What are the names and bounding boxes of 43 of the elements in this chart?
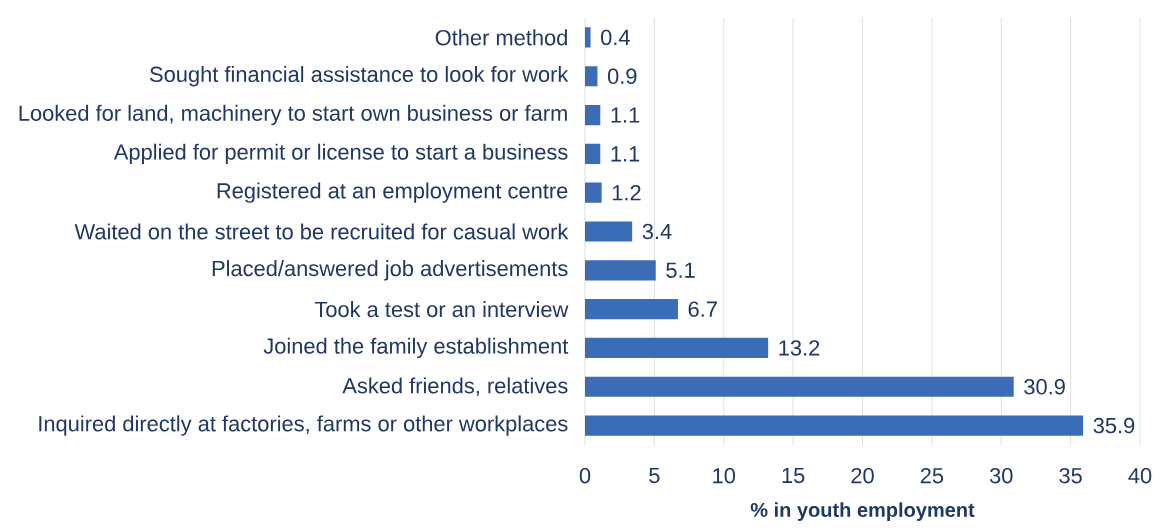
x-tick-label: 25 [920,467,944,484]
data-label: 5.1 [666,262,695,278]
data-label: 3.4 [642,223,672,240]
bar [585,221,633,242]
x-tick-label: 20 [851,467,874,484]
y-tick-label: Asked friends, relatives [342,377,568,397]
y-tick-label: Other method [435,29,567,46]
bar [585,299,678,320]
x-tick-label: 15 [782,467,805,484]
data-label: 30.9 [1024,379,1065,395]
data-label: 1.2 [612,185,641,201]
bar [585,337,769,359]
bar [585,143,601,164]
data-label: 1.1 [611,146,640,162]
x-tick-label: 0 [579,467,591,484]
y-tick-label: Registered at an employment centre [217,182,568,203]
x-tick-label: 30 [989,467,1013,484]
x-tick-label: 35 [1059,467,1082,484]
y-tick-label: Inquired directly at factories, farms or other workplaces [39,415,568,436]
y-tick-label: Applied for permit or license to start a business [113,143,568,165]
y-tick-label: Placed/answered job advertisements [212,260,568,281]
bar [585,260,656,281]
bar [585,415,1084,436]
data-label: 13.2 [779,340,820,356]
data-label: 0.9 [607,68,637,84]
y-tick-label: Sought financial assistance to look for work [150,66,569,87]
bar [585,376,1014,397]
data-label: 35.9 [1093,417,1135,434]
x-tick-label: 10 [713,467,736,484]
bar [585,104,601,126]
bar [585,66,598,87]
y-tick-label: Joined the family establishment [263,337,569,359]
x-axis-title: % in youth employment [750,502,975,521]
data-label: 6.7 [688,301,717,317]
x-tick-label: 40 [1128,467,1152,484]
bar [585,182,602,203]
bar [585,27,591,48]
x-tick-label: 5 [649,467,660,484]
y-tick-label: Took a test or an interview [314,301,569,318]
data-label: 0.4 [601,29,630,46]
data-label: 1.1 [611,107,640,123]
y-tick-label: Waited on the street to be recruited for casual work [74,223,569,240]
y-tick-label: Looked for land, machinery to start own business or farm [19,104,567,126]
